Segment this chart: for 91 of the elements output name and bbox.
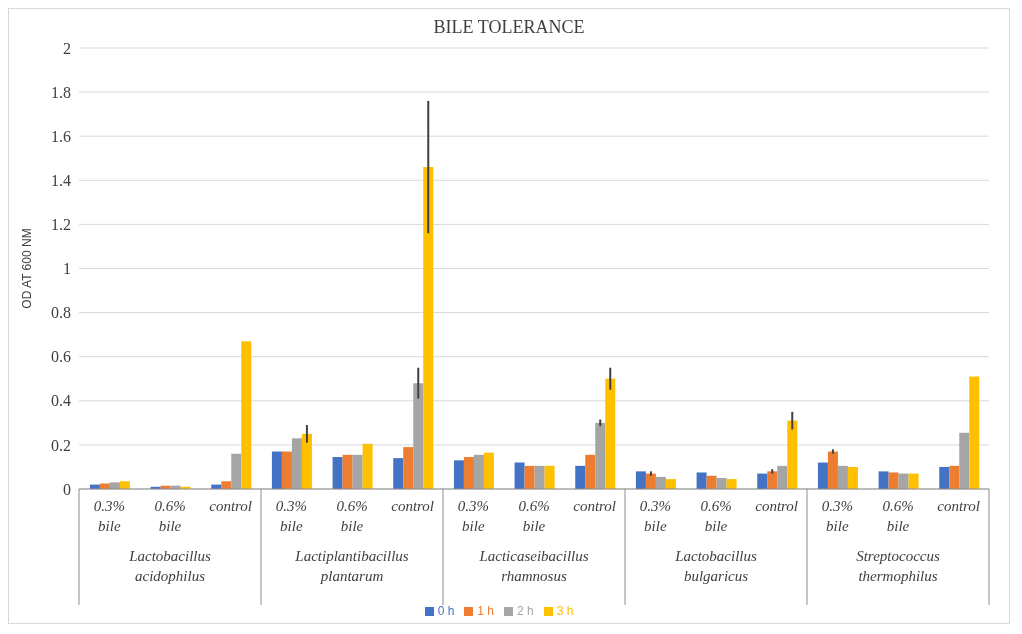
x-tick-label: 0.3% bile [639,498,671,534]
x-tick-label: 0.6% bile [154,498,186,534]
bar [403,447,414,489]
bar [362,443,373,489]
y-tick-label: 0 [63,480,71,498]
bar [281,451,292,489]
x-tick-label: control [573,498,617,514]
bar [959,432,970,489]
x-tick-label: 0.6% bile [882,498,914,534]
x-tick-label: 0.6% bile [700,498,732,534]
bar [888,472,899,489]
x-tick-label: 0.6% bile [336,498,368,534]
x-tick-label: 0.3% bile [275,498,307,534]
bar [706,475,717,489]
x-tick-label: control [391,498,435,514]
x-tick-label: control [937,498,981,514]
bar [99,483,110,489]
y-tick-label: 1.4 [51,171,71,189]
bar [726,479,737,489]
bar [837,465,848,489]
bar [291,438,302,489]
bar [524,465,535,489]
bar [767,471,778,489]
bar [605,378,616,489]
bar [483,452,494,489]
bar [453,460,464,489]
y-tick-label: 1.6 [51,127,71,145]
bar [119,481,130,489]
y-tick-label: 2 [63,39,71,57]
text: Lactobacillus bulgaricus [674,548,757,584]
y-tick-label: 0.6 [51,348,71,366]
y-tick-label: 1 [63,260,71,278]
x-tick-label: 0.6% bile [518,498,550,534]
bar [241,341,252,489]
bar [413,383,424,489]
bar [878,471,889,489]
x-tick-label: control [209,498,253,514]
bar [908,473,919,489]
bar [949,465,960,489]
bar [595,422,606,489]
text: Lactiplantibacillus plantarum [294,548,409,584]
bar [969,376,980,489]
bar [939,466,950,489]
bar [757,473,768,489]
bar [696,472,707,489]
bar [473,454,484,489]
y-tick-label: 1.2 [51,216,71,234]
text: Lacticaseibacillus rhamnosus [478,548,589,584]
bar [827,451,838,489]
bar [342,454,353,489]
bar [301,433,312,489]
bar [109,482,120,489]
bar [231,453,242,489]
legend-label: 0 h [437,604,455,618]
bar [514,462,525,489]
x-tick-label: 0.3% bile [457,498,489,534]
bar [645,473,656,489]
legend-label: 2 h [517,604,534,618]
y-tick-label: 1.8 [51,83,71,101]
bar [655,476,666,489]
bar [271,451,282,489]
x-tick-label: 0.3% bile [821,498,853,534]
legend-label: 1 h [477,604,494,618]
bar [575,465,586,489]
bar [898,473,909,489]
bar [534,465,545,489]
text: Streptococcus thermophilus [856,548,940,584]
bar [352,454,363,489]
bar [777,465,788,489]
legend-label: 3 h [556,604,574,618]
y-tick-label: 0.8 [51,304,71,322]
bar [787,420,798,489]
bar [393,458,404,489]
bar [221,481,232,489]
bar [423,167,434,489]
chart-title: BILE TOLERANCE [432,16,586,38]
bar [635,471,646,489]
bar [716,477,727,489]
bar [332,457,343,489]
bar [463,457,474,489]
y-tick-label: 0.2 [51,436,71,454]
y-axis-title: OD AT 600 NM [20,228,35,309]
bar [817,462,828,489]
x-tick-label: 0.3% bile [93,498,125,534]
text: Lactobacillus acidophilus [128,548,211,584]
bar [665,479,676,489]
y-tick-label: 0.4 [51,392,71,410]
bar [585,454,596,489]
bar [847,466,858,489]
bar [544,465,555,489]
x-tick-label: control [755,498,799,514]
